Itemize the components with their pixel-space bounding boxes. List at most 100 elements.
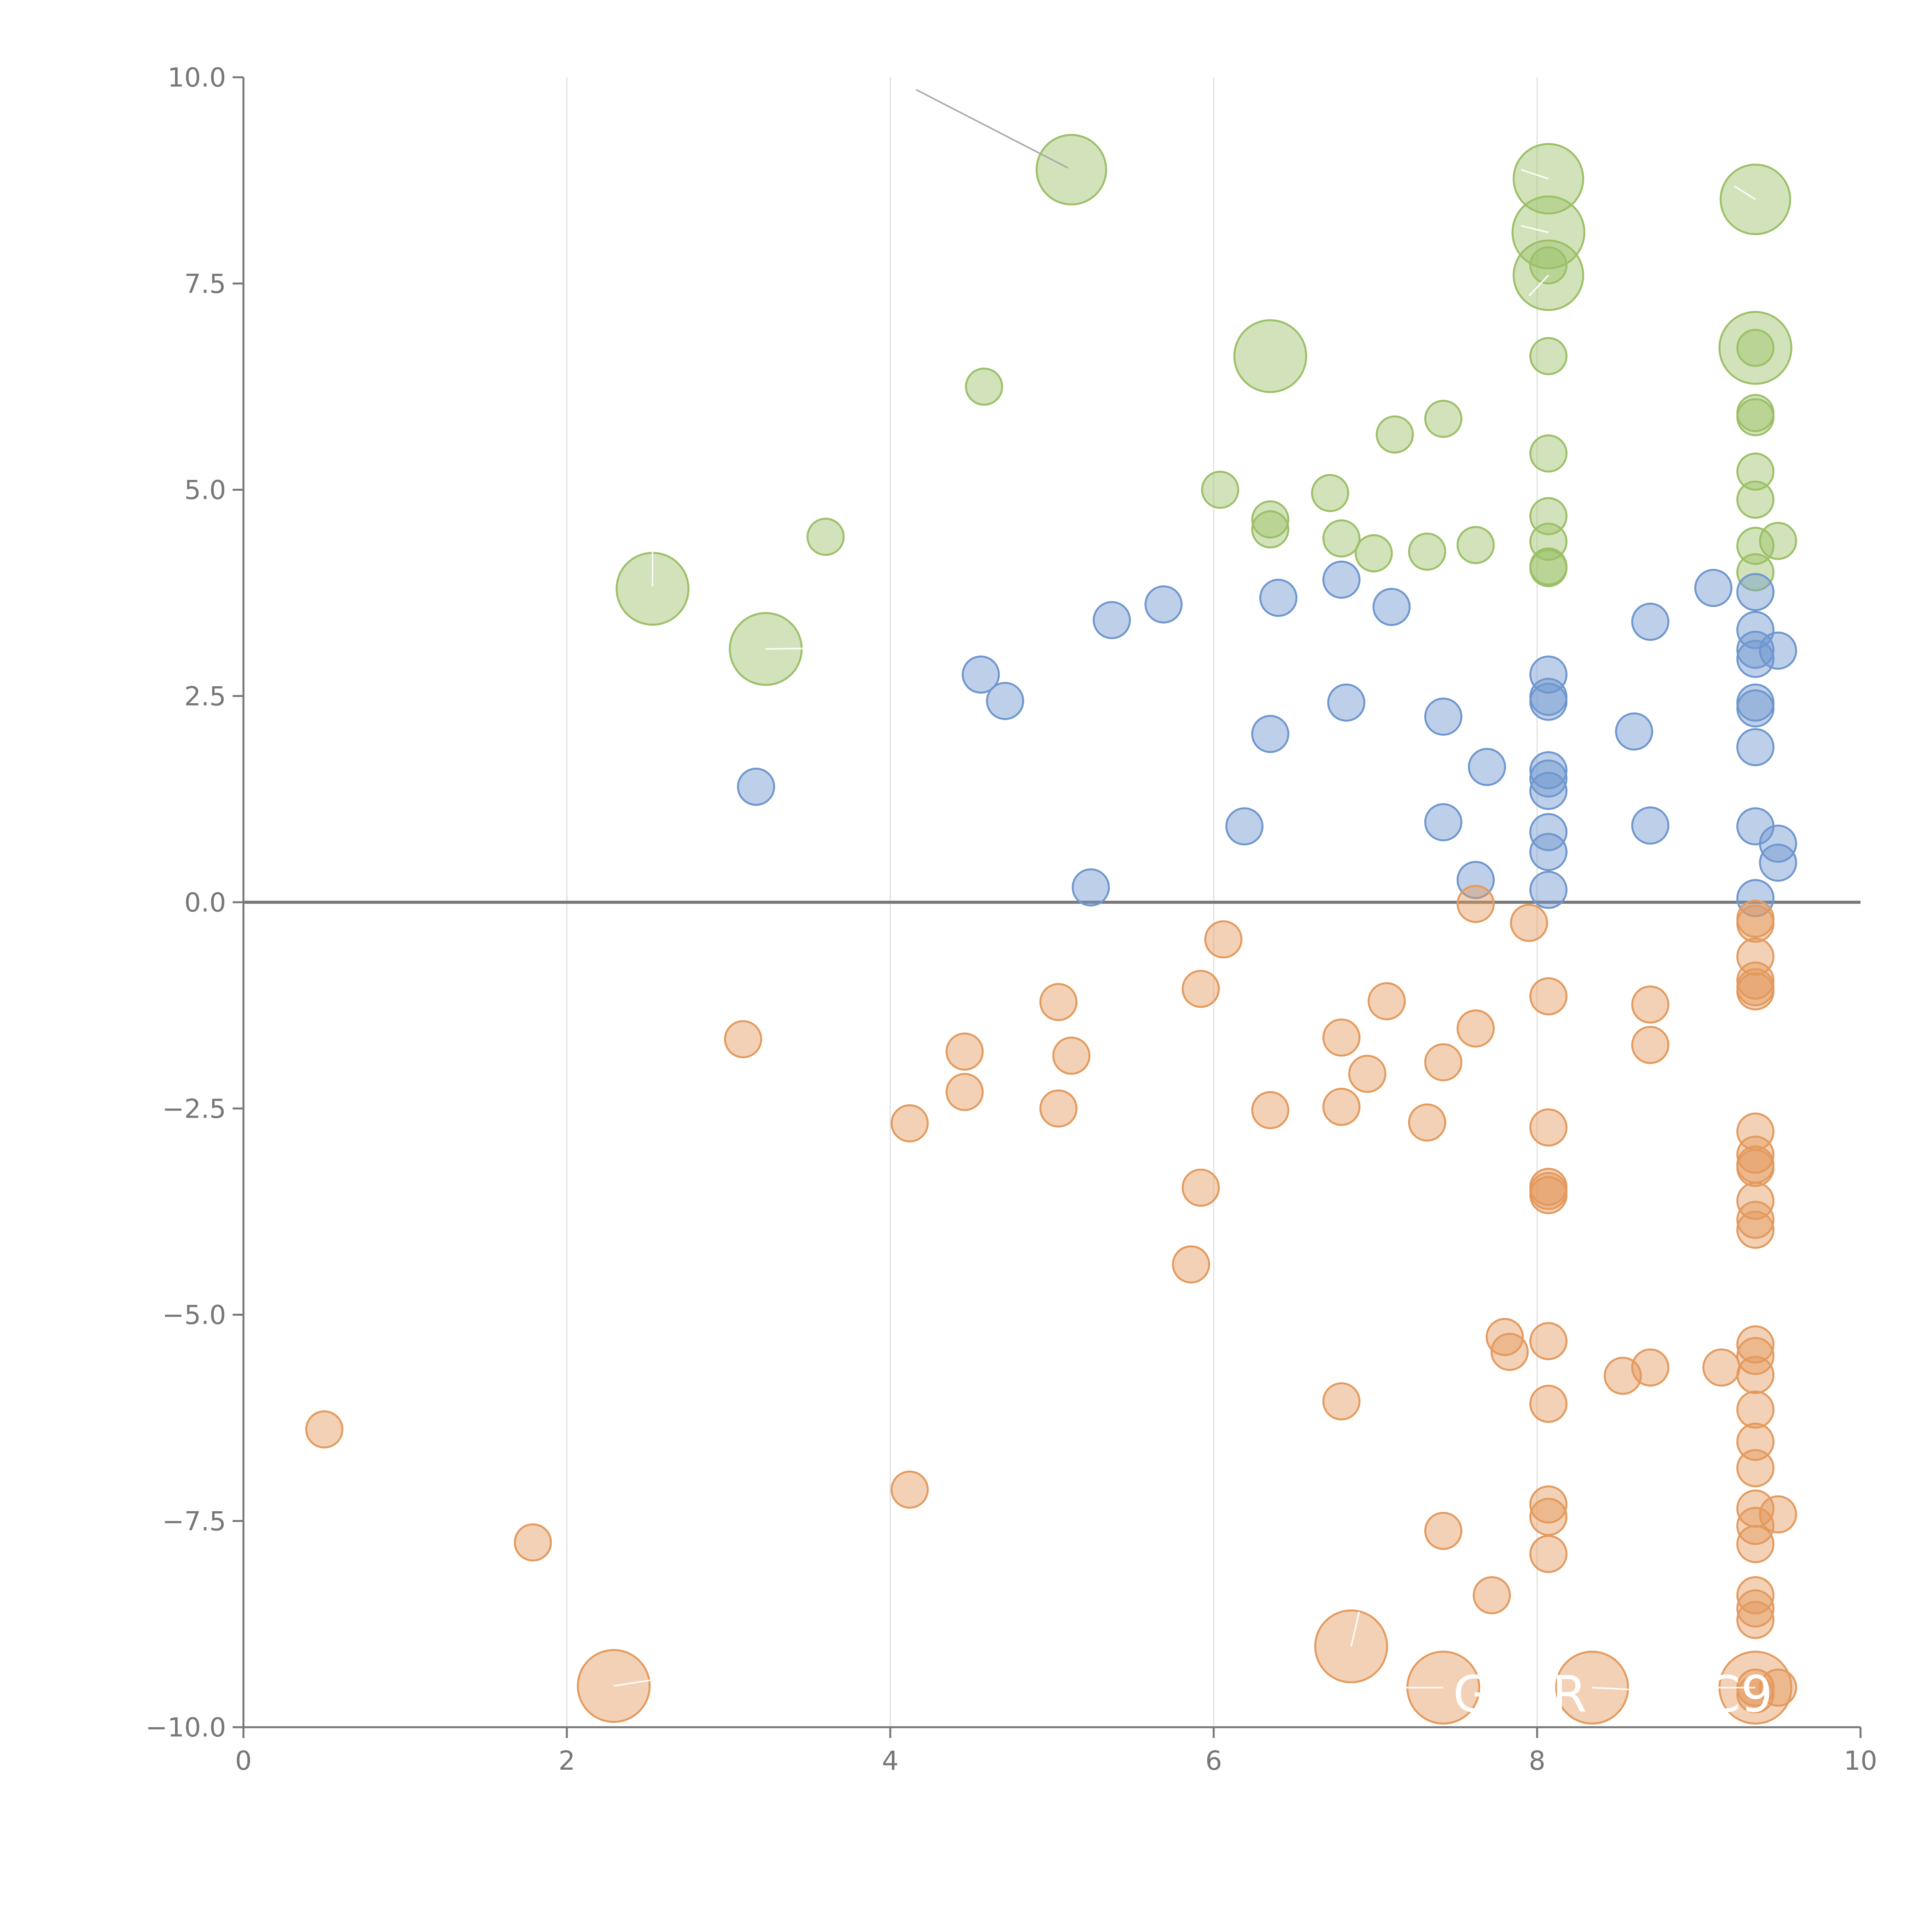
orange-point <box>890 1470 929 1509</box>
green-point <box>1424 400 1463 438</box>
blue-point <box>1529 751 1568 789</box>
leader-line <box>1520 225 1549 233</box>
green-point <box>1233 319 1307 393</box>
orange-point <box>1322 1382 1361 1420</box>
orange-point <box>1736 1211 1775 1249</box>
x-tick-label: 10 <box>1844 1746 1878 1776</box>
orange-point <box>1486 1318 1524 1356</box>
orange-point <box>1473 1576 1511 1614</box>
blue-point <box>1736 573 1775 611</box>
orange-point <box>724 1020 762 1058</box>
orange-point <box>1736 1449 1775 1487</box>
y-tick-label: 10.0 <box>168 63 226 93</box>
green-point <box>1036 134 1107 206</box>
orange-point <box>890 1104 929 1143</box>
green-point <box>1408 532 1446 571</box>
green-point <box>1251 510 1289 549</box>
x-tick-label: 4 <box>882 1746 898 1776</box>
green-point <box>1529 337 1568 375</box>
point-labels: G R C9 <box>1453 1665 1773 1724</box>
blue-point <box>1736 728 1775 766</box>
leader-line <box>614 1679 656 1687</box>
orange-point <box>1172 1245 1210 1284</box>
orange-point <box>1424 1512 1463 1550</box>
green-point <box>1201 471 1240 509</box>
orange-point <box>1736 1356 1775 1394</box>
green-point <box>1529 434 1568 473</box>
orange-point <box>1631 1026 1670 1064</box>
data-points <box>305 134 1797 1725</box>
y-tick-label: 0.0 <box>184 888 226 918</box>
blue-point <box>1225 807 1264 845</box>
orange-point <box>1052 1036 1091 1075</box>
orange-point <box>1424 1043 1463 1082</box>
orange-point <box>1529 1384 1568 1423</box>
blue-point <box>1631 806 1670 845</box>
blue-point <box>737 767 775 806</box>
green-point <box>1736 553 1775 592</box>
blue-point <box>1468 748 1506 786</box>
green-point <box>1529 246 1568 285</box>
green-point <box>1759 522 1797 560</box>
orange-point <box>1529 1535 1568 1573</box>
x-tick-label: 6 <box>1205 1746 1222 1776</box>
orange-point <box>1456 1009 1495 1048</box>
blue-point <box>1736 689 1775 728</box>
blue-point <box>962 655 1000 694</box>
leader-line <box>1520 169 1549 180</box>
green-point <box>1322 519 1361 558</box>
blue-point <box>1093 601 1131 639</box>
x-ticks: 0 2 4 6 8 10 <box>235 1727 1877 1776</box>
orange-point <box>1631 985 1670 1024</box>
orange-point <box>305 1410 344 1449</box>
orange-point <box>946 1073 984 1111</box>
blue-point <box>1322 560 1361 599</box>
blue-point <box>1736 631 1775 669</box>
orange-point <box>1736 1149 1775 1187</box>
orange-point <box>1182 1168 1220 1207</box>
green-point <box>1355 534 1393 573</box>
orange-point <box>1529 1322 1568 1361</box>
orange-point <box>1736 1325 1775 1364</box>
leader-line <box>1350 1611 1360 1647</box>
blue-point <box>1529 772 1568 810</box>
blue-point <box>1071 868 1110 906</box>
leader-line <box>916 89 1069 169</box>
orange-point <box>1204 920 1243 959</box>
green-point <box>1251 500 1289 539</box>
orange-point <box>1736 1422 1775 1461</box>
blue-point <box>1327 684 1366 722</box>
blue-point <box>1631 602 1670 641</box>
orange-point <box>1736 1675 1775 1713</box>
orange-point <box>1408 1103 1446 1142</box>
blue-point <box>1529 759 1568 798</box>
blue-point <box>1424 697 1463 736</box>
leader-line <box>1592 1687 1643 1691</box>
orange-point <box>1182 969 1220 1008</box>
orange-point <box>946 1032 984 1071</box>
orange-point <box>514 1523 552 1562</box>
orange-point <box>1529 1176 1568 1214</box>
green-point <box>1736 328 1775 367</box>
green-point <box>965 367 1003 406</box>
blue-point <box>1759 844 1797 882</box>
blue-point <box>1615 712 1653 751</box>
point-annotation: C9 <box>1706 1665 1772 1724</box>
orange-point <box>1736 1136 1775 1174</box>
blue-point <box>1251 715 1289 753</box>
blue-point <box>1529 871 1568 909</box>
orange-point <box>1702 1348 1741 1387</box>
orange-point <box>1529 1498 1568 1536</box>
orange-point <box>1456 884 1495 923</box>
blue-point <box>986 682 1024 720</box>
orange-point <box>1510 904 1548 942</box>
orange-point <box>1529 1485 1568 1524</box>
orange-point <box>1367 982 1406 1020</box>
y-tick-label: 2.5 <box>184 681 226 712</box>
orange-point <box>1736 905 1775 943</box>
blue-point <box>1736 639 1775 678</box>
orange-point <box>1529 977 1568 1015</box>
orange-point <box>1736 1390 1775 1429</box>
leader-line <box>1528 275 1549 297</box>
orange-point <box>1736 1589 1775 1628</box>
